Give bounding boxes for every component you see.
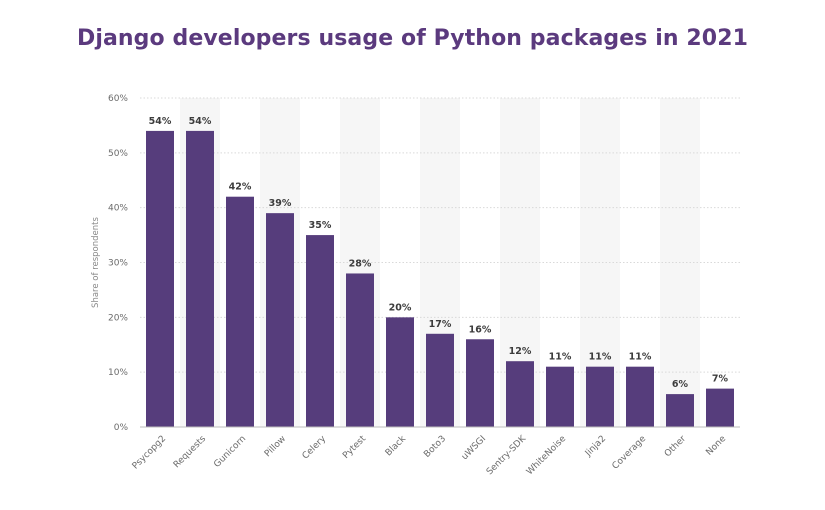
bar-uwsgi <box>466 339 494 427</box>
data-label: 42% <box>229 182 252 193</box>
y-tick-label: 60% <box>108 94 128 104</box>
x-tick-label: uWSGI <box>460 434 488 462</box>
data-label: 11% <box>629 352 652 363</box>
bar-boto3 <box>426 333 454 427</box>
data-label: 12% <box>509 346 532 357</box>
x-tick-label: Psycopg2 <box>131 434 168 471</box>
x-tick-label: Celery <box>301 434 329 462</box>
data-label: 20% <box>389 302 412 313</box>
bar-other <box>666 394 694 427</box>
x-tick-label: Coverage <box>611 434 649 472</box>
data-label: 54% <box>189 116 212 127</box>
bars <box>146 130 734 427</box>
bar-jinja2 <box>586 366 614 427</box>
x-tick-label: WhiteNoise <box>525 434 569 478</box>
y-tick-label: 10% <box>108 368 128 378</box>
data-label: 11% <box>589 352 612 363</box>
x-tick-label: Sentry-SDK <box>485 433 529 477</box>
bar-requests <box>186 130 214 427</box>
x-tick-label: Pillow <box>263 434 288 459</box>
data-labels: 54% 54% 42% 39% 35% 28% 20% 17% 16% 12% 11% 11% 11% 6… <box>149 116 729 390</box>
y-tick-label: 0% <box>114 423 129 433</box>
x-tick-label: Black <box>384 433 409 458</box>
y-tick-label: 30% <box>108 259 128 269</box>
bar-sentry-sdk <box>506 361 534 427</box>
x-axis-ticks: Psycopg2 Requests Gunicorn Pillow Celery Pyte… <box>131 433 729 477</box>
bar-whitenoise <box>546 366 574 427</box>
bar-pillow <box>266 213 294 427</box>
y-tick-label: 50% <box>108 149 128 159</box>
bar-black <box>386 317 414 427</box>
bar-psycopg2 <box>146 130 174 427</box>
bar-celery <box>306 235 334 427</box>
bar-gunicorn <box>226 196 254 427</box>
x-tick-label: Jinja2 <box>583 434 608 459</box>
data-label: 28% <box>349 258 372 269</box>
x-tick-label: Other <box>663 434 688 459</box>
y-axis-ticks: 0% 10% 20% 30% 40% 50% 60% <box>108 94 128 433</box>
x-tick-label: Boto3 <box>422 434 448 460</box>
data-label: 11% <box>549 352 572 363</box>
bar-coverage <box>626 366 654 427</box>
x-tick-label: Requests <box>172 434 208 470</box>
data-label: 6% <box>672 379 689 390</box>
data-label: 39% <box>269 198 292 209</box>
x-tick-label: None <box>704 434 728 458</box>
data-label: 16% <box>469 324 492 335</box>
chart-title: Django developers usage of Python packag… <box>76 26 749 51</box>
x-tick-label: Pytest <box>341 434 368 461</box>
data-label: 54% <box>149 116 172 127</box>
x-tick-label: Gunicorn <box>212 434 248 470</box>
data-label: 35% <box>309 220 332 231</box>
data-label: 17% <box>429 319 452 330</box>
y-axis-label: Share of respondents <box>91 217 101 308</box>
y-tick-label: 40% <box>108 204 128 214</box>
bar-pytest <box>346 273 374 427</box>
bar-none <box>706 388 734 427</box>
y-tick-label: 20% <box>108 313 128 323</box>
data-label: 7% <box>712 374 729 385</box>
